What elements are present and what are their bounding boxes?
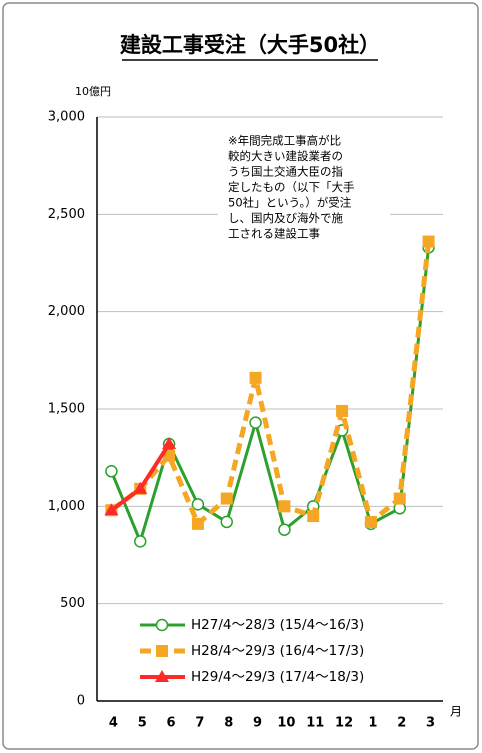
y-unit: 10億円	[75, 85, 111, 98]
annotation: 50社」という。）が受注	[228, 196, 352, 210]
x-tick-label: 11	[306, 716, 324, 731]
y-tick-label: 1,500	[48, 402, 85, 417]
point	[162, 437, 177, 450]
point	[422, 235, 435, 248]
legend-label: H29/4～29/3 (17/4～18/3)	[191, 669, 364, 685]
x-tick-label: 10	[277, 716, 295, 731]
point	[105, 465, 118, 478]
point	[307, 510, 320, 523]
annotation-box	[218, 131, 390, 243]
point	[163, 449, 176, 462]
point	[278, 523, 291, 536]
annotation: 工される建設工事	[228, 227, 320, 241]
x-tick-label: 5	[138, 716, 147, 731]
point	[249, 371, 262, 384]
point	[249, 416, 262, 429]
point	[278, 500, 291, 513]
legend-label: H27/4～28/3 (15/4～16/3)	[191, 617, 364, 633]
annotation: 較的大きい建設業者の	[228, 149, 343, 163]
legend-marker	[155, 670, 169, 682]
point	[191, 517, 204, 530]
annotation: うち国土交通大臣の指	[228, 165, 343, 179]
legend-label: H28/4～29/3 (16/4～17/3)	[191, 643, 364, 659]
y-tick-label: 2,500	[48, 207, 85, 222]
chart-title: 建設工事受注（大手50社）	[120, 33, 380, 57]
annotation: し、国内及び海外で施	[228, 211, 343, 225]
point	[104, 503, 119, 516]
x-tick-label: 4	[109, 716, 118, 731]
point	[393, 492, 406, 505]
y-tick-label: 3,000	[48, 110, 85, 125]
x-tick-label: 9	[253, 716, 262, 731]
legend-marker	[156, 645, 168, 657]
x-tick-label: 2	[397, 716, 406, 731]
x-tick-label: 1	[368, 716, 377, 731]
x-tick-label: 3	[426, 716, 435, 731]
point	[220, 515, 233, 529]
x-unit: 月	[450, 705, 462, 719]
point	[133, 481, 148, 494]
x-tick-label: 7	[195, 716, 204, 731]
point	[220, 492, 233, 505]
x-tick-label: 6	[167, 716, 176, 731]
y-tick-label: 0	[77, 694, 85, 709]
point	[191, 498, 205, 511]
legend-marker	[155, 618, 169, 632]
point	[336, 404, 349, 417]
x-tick-label: 8	[224, 716, 233, 731]
point	[134, 535, 147, 548]
point	[364, 515, 377, 528]
y-tick-label: 500	[60, 596, 85, 611]
y-tick-label: 1,000	[48, 499, 85, 514]
x-tick-label: 12	[335, 716, 353, 731]
annotation: ※年間完成工事高が比	[228, 134, 341, 148]
y-tick-label: 2,000	[48, 304, 85, 319]
annotation: 定したもの（以下「大手	[228, 180, 355, 194]
